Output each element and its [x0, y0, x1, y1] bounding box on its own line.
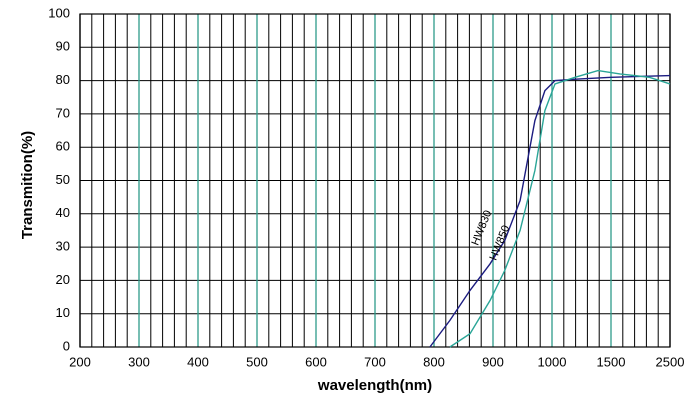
- plot-frame: [79, 13, 671, 348]
- x-tick-label: 500: [246, 354, 268, 369]
- x-tick-label: 300: [128, 354, 150, 369]
- x-tick-label: 600: [305, 354, 327, 369]
- y-tick-label: 80: [56, 72, 70, 87]
- series-line: [449, 69, 671, 348]
- y-tick-label: 100: [48, 5, 70, 20]
- x-tick-label: 200: [69, 354, 91, 369]
- y-tick-label: 10: [56, 305, 70, 320]
- y-tick-label: 60: [56, 139, 70, 154]
- series-label: HW850: [487, 224, 512, 263]
- x-tick-label: 1000: [538, 354, 567, 369]
- x-tick-label: 2500: [656, 354, 685, 369]
- y-tick-label: 90: [56, 39, 70, 54]
- series-line: [429, 74, 671, 348]
- series-label: HW830: [469, 209, 494, 248]
- x-tick-label: 1500: [597, 354, 626, 369]
- y-tick-label: 30: [56, 239, 70, 254]
- y-tick-label: 40: [56, 205, 70, 220]
- y-tick-label: 70: [56, 105, 70, 120]
- y-axis-label: Transmition(%): [19, 131, 36, 239]
- x-tick-label: 700: [364, 354, 386, 369]
- y-tick-label: 50: [56, 172, 70, 187]
- x-tick-label: 800: [423, 354, 445, 369]
- y-tick-label: 20: [56, 272, 70, 287]
- x-tick-label: 400: [187, 354, 209, 369]
- x-tick-label: 900: [482, 354, 504, 369]
- x-axis-label: wavelength(nm): [317, 377, 432, 394]
- y-tick-label: 0: [63, 338, 70, 353]
